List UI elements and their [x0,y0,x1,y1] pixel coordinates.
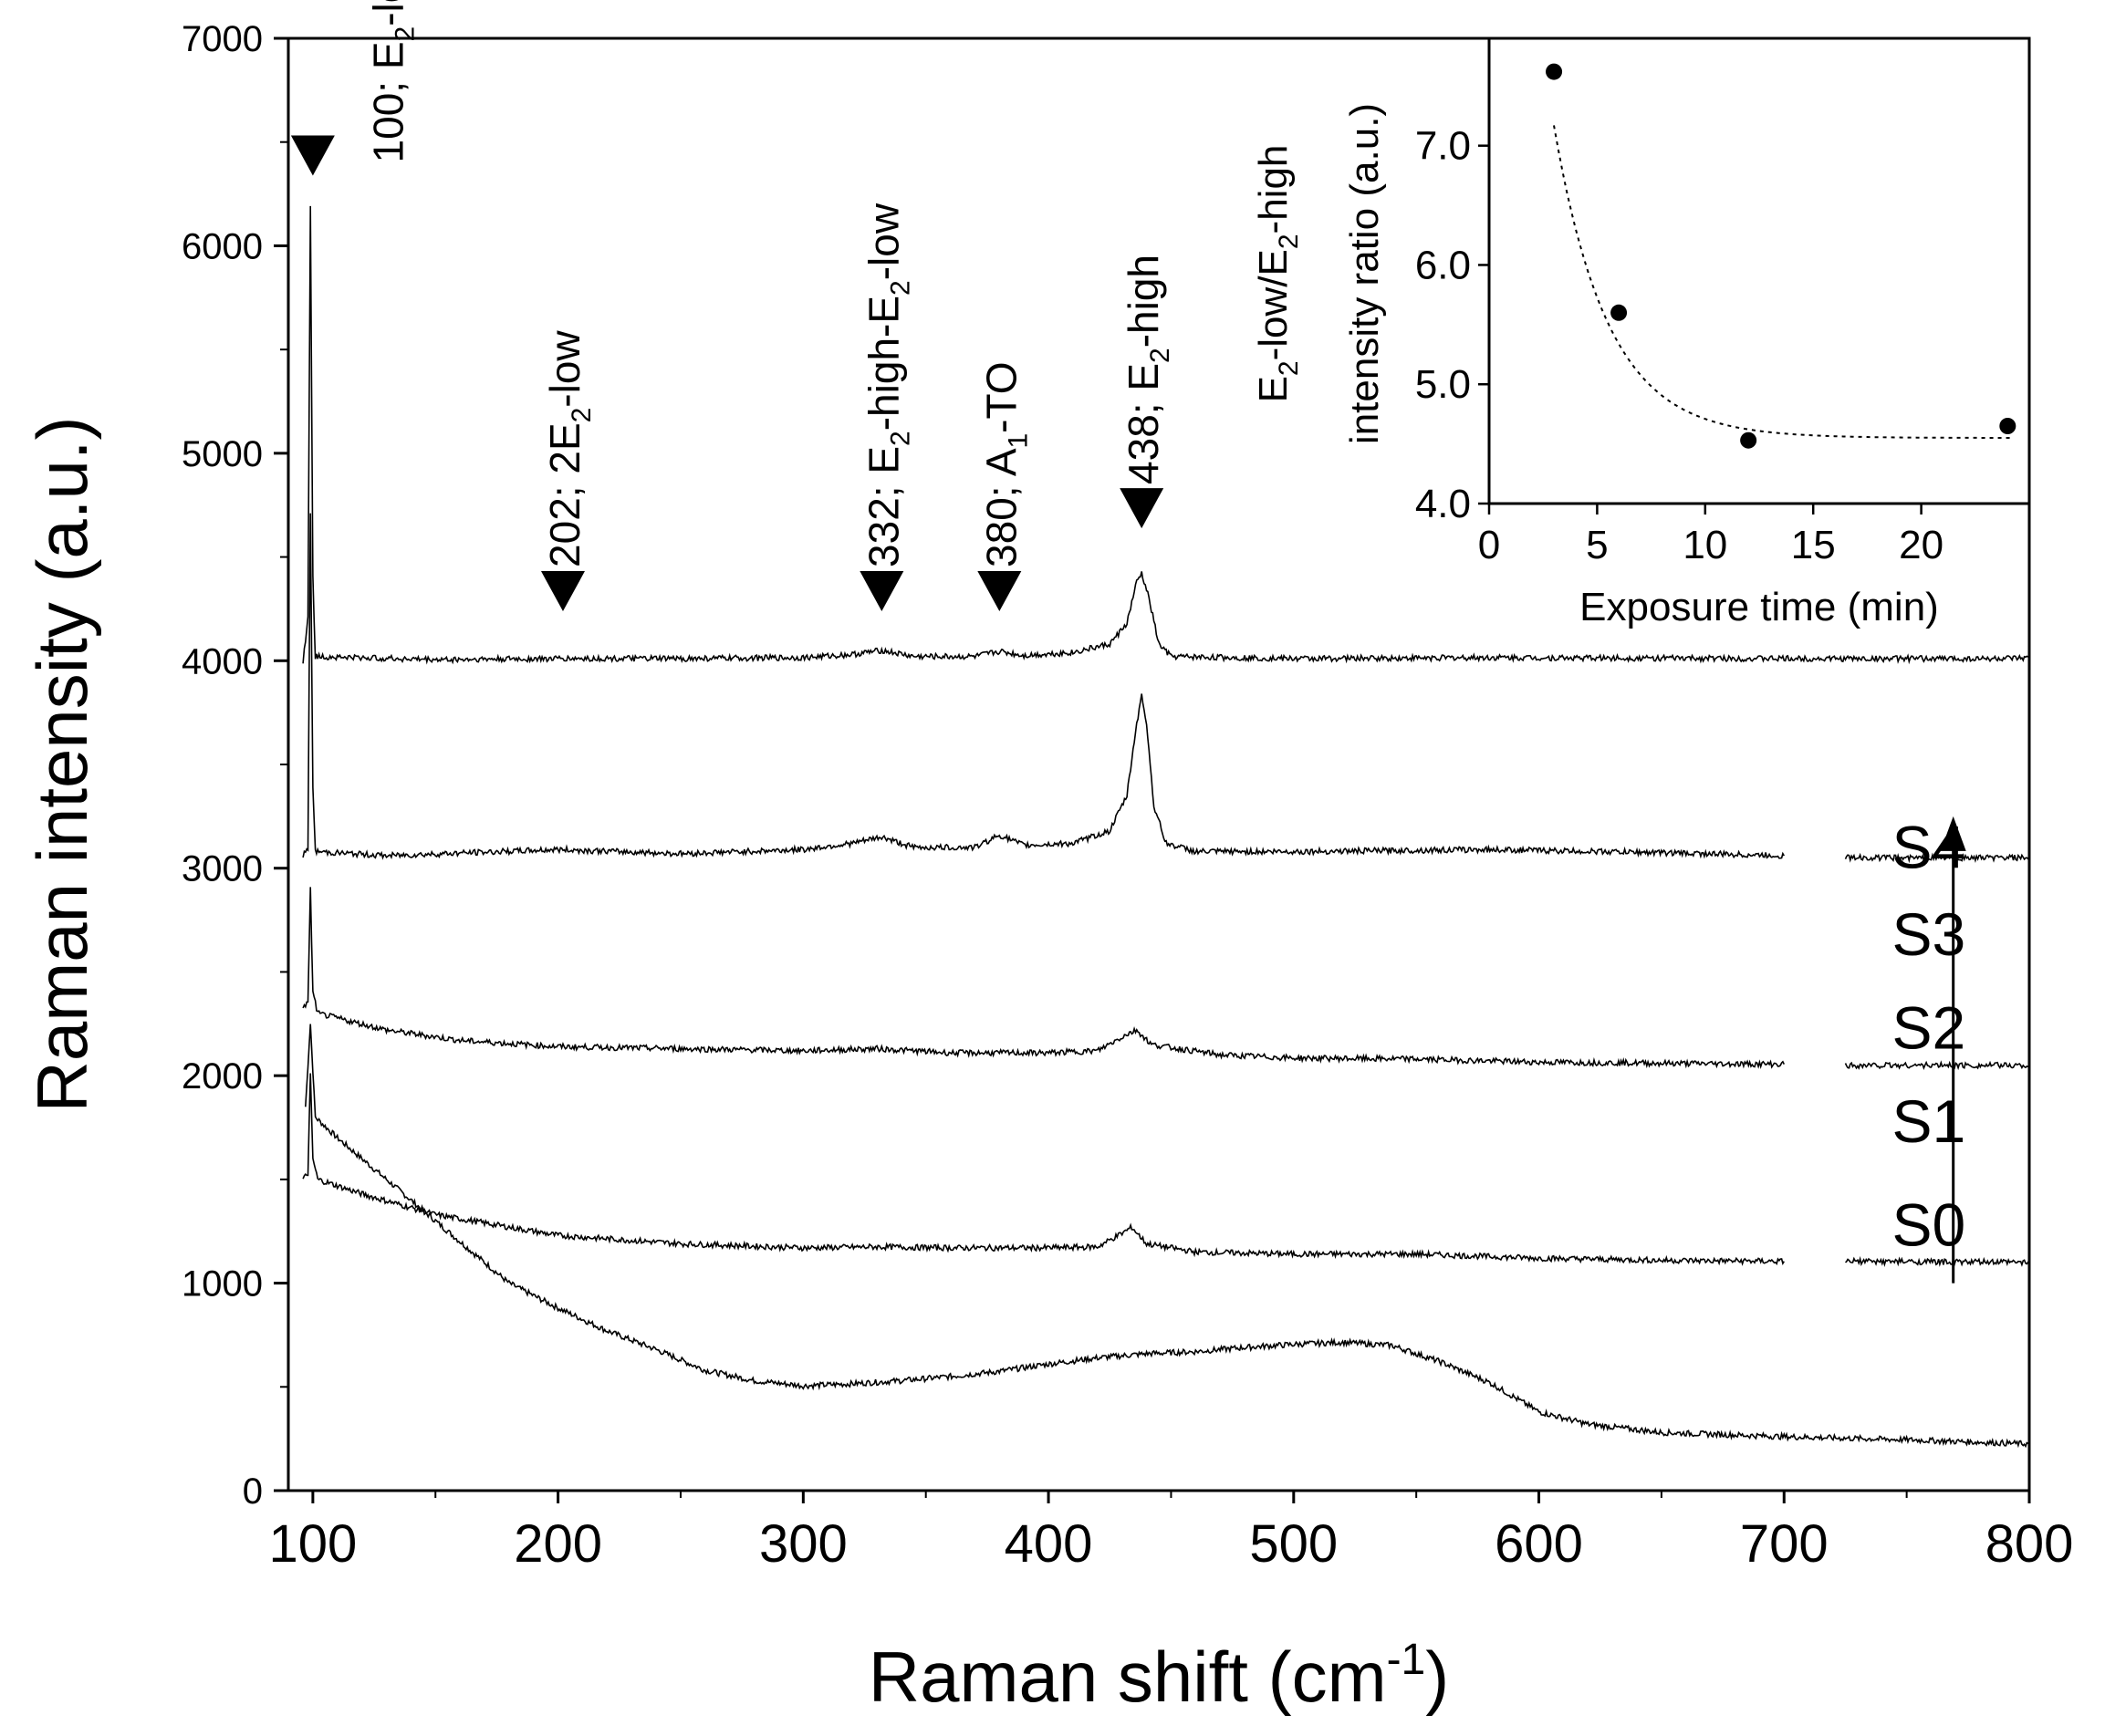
inset-x-tick-label: 15 [1791,523,1836,567]
inset-x-tick-label: 5 [1586,523,1608,567]
inset-y-tick-label: 6.0 [1415,243,1471,287]
spectrum-s0-end [1844,1255,2030,1268]
main-x-tick-label: 800 [1985,1514,2074,1574]
main-x-tick-label: 500 [1249,1514,1338,1574]
inset-point-2 [1740,431,1757,449]
main-x-tick-label: 300 [759,1514,848,1574]
main-raman-chart: 100 200 300 400 500 600 700 800 010002000300040… [22,0,2073,1717]
inset-point-3 [1999,418,2016,434]
peak-marker-100 [290,135,335,176]
main-y-tick-label: 5000 [182,434,263,474]
main-y-tick-label: 7000 [182,19,263,59]
inset-y-tick-label: 4.0 [1415,482,1471,526]
main-annotations: 100; E2-low 202; 2E2-low 332; E2-high-E2-l… [290,0,1966,1284]
inset-y-axis-label-line-1: E2-low/E2-high [1251,145,1304,403]
main-y-tick-label: 1000 [182,1264,263,1305]
inset-chart: 0 5 10 15 20 4.0 5.0 6.0 7.0 Exposure time (min… [1251,36,2031,629]
inset-plot-frame [1487,36,2031,505]
main-y-axis-label: Raman intensity (a.u.) [22,417,102,1113]
main-y-tick-label: 0 [243,1471,263,1512]
spectrum-s2-end [1844,1060,2030,1071]
main-x-tick-label: 200 [514,1514,602,1574]
peak-marker-332 [860,571,904,612]
spectrum-s3 [302,513,1785,860]
inset-points-group [1546,63,2016,449]
inset-y-tick-label: 7.0 [1415,124,1471,169]
main-x-axis: 100 200 300 400 500 600 700 800 [268,1491,2073,1574]
inset-y-axis-label-line-2: intensity ratio (a.u.) [1342,103,1387,444]
spectrum-s4-end [1844,852,2030,864]
inset-y-axis: 4.0 5.0 6.0 7.0 [1415,124,1489,526]
peak-label-100: 100; E2-low [364,0,420,162]
main-series-group [302,205,2030,1449]
spectrum-s2 [302,887,1786,1070]
inset-point-1 [1610,304,1628,321]
peak-marker-380 [977,571,1022,612]
inset-fit-curve [1553,125,2013,439]
main-y-tick-label: 4000 [182,641,263,681]
peak-marker-438 [1120,488,1164,529]
inset-x-axis: 0 5 10 15 20 [1478,504,1943,567]
main-x-tick-label: 600 [1495,1514,1583,1574]
inset-x-tick-label: 20 [1899,523,1943,567]
peak-label-438: 438; E2-high [1120,255,1175,484]
sample-order-arrowhead [1940,816,1966,851]
main-x-axis-label: Raman shift (cm-1) [869,1636,1449,1717]
peak-label-332: 332; E2-high-E2-low [860,203,915,567]
inset-x-axis-label: Exposure time (min) [1579,585,1939,629]
main-y-tick-label: 3000 [182,849,263,889]
inset-y-tick-label: 5.0 [1415,362,1471,407]
main-y-axis: 0 1000 2000 3000 4000 5000 6000 7000 [182,19,288,1512]
main-x-tick-label: 700 [1740,1514,1829,1574]
inset-x-tick-label: 0 [1478,523,1500,567]
spectrum-s0 [305,1024,2030,1449]
spectrum-s1 [302,1073,1785,1266]
main-y-tick-label: 2000 [182,1056,263,1097]
spectrum-s4 [302,205,2030,665]
inset-x-tick-label: 10 [1683,523,1727,567]
peak-label-380: 380; A1-TO [977,361,1033,567]
peak-label-202: 202; 2E2-low [541,330,597,567]
peak-marker-202 [540,571,585,612]
inset-point-0 [1546,63,1563,80]
main-y-tick-label: 6000 [182,226,263,266]
main-x-tick-label: 100 [268,1514,357,1574]
main-x-tick-label: 400 [1005,1514,1093,1574]
